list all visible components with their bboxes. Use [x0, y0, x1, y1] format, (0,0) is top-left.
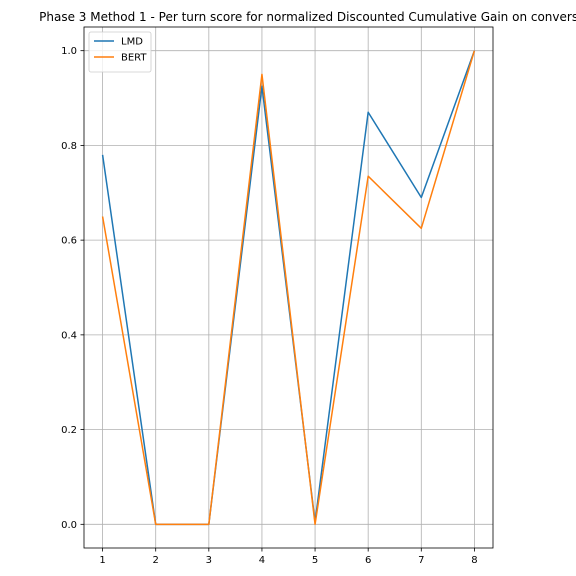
x-tick-label: 4	[259, 555, 265, 566]
legend: LMD BERT	[88, 31, 152, 73]
legend-label: BERT	[121, 53, 147, 64]
y-tick-label: 0.4	[61, 330, 77, 341]
x-tick-label: 5	[312, 555, 318, 566]
y-tick-label: 0.6	[61, 236, 77, 247]
x-tick-label: 3	[206, 555, 212, 566]
x-tick-label: 6	[365, 555, 371, 566]
y-tick-label: 0.8	[61, 141, 77, 152]
series-line-bert	[101, 50, 476, 526]
x-tick-label: 8	[471, 555, 477, 566]
legend-box	[88, 31, 152, 73]
x-tick-label: 1	[99, 555, 105, 566]
plot-area-frame	[83, 26, 494, 549]
legend-label: LMD	[121, 37, 143, 48]
x-tick-label: 2	[153, 555, 159, 566]
y-tick-label: 0.0	[61, 520, 77, 531]
grid-lines	[84, 27, 493, 548]
series-lines	[101, 50, 476, 526]
y-tick-label: 1.0	[61, 46, 77, 57]
chart-title: Phase 3 Method 1 - Per turn score for no…	[39, 10, 576, 24]
axis-ticks: 1 2 3 4 5 6 7 8 0.0 0.2 0.4 0.6 0.8 1.0	[61, 46, 478, 566]
series-line-lmd	[101, 50, 476, 526]
x-tick-label: 7	[418, 555, 424, 566]
y-tick-label: 0.2	[61, 425, 77, 436]
